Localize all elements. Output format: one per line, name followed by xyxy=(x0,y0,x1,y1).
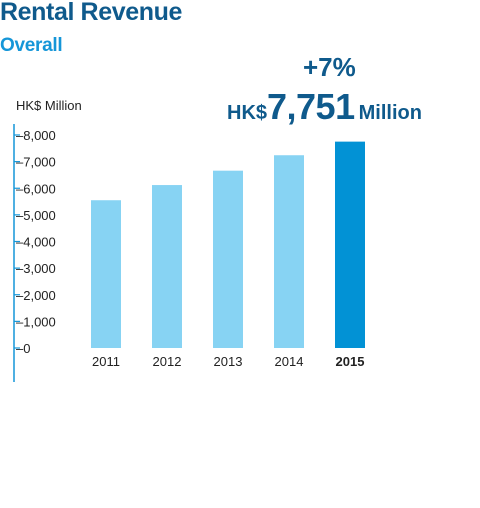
x-tick-label-2015: 2015 xyxy=(336,354,365,369)
total-unit: Million xyxy=(358,102,422,124)
x-axis-labels: 2011 2012 2013 2014 2015 xyxy=(92,354,364,369)
y-tick-label: –4,000 xyxy=(16,235,56,250)
x-tick-label-2013: 2013 xyxy=(214,354,243,369)
bar-2014 xyxy=(274,155,304,348)
x-tick-label-2014: 2014 xyxy=(275,354,304,369)
bar-2013 xyxy=(213,170,243,348)
y-tick-label: –0 xyxy=(16,341,30,356)
chart-title: Rental Revenue xyxy=(0,0,182,26)
bar-2012 xyxy=(152,185,182,348)
bar-2011 xyxy=(91,200,121,348)
y-tick-label: –2,000 xyxy=(16,288,56,303)
y-tick-label: –3,000 xyxy=(16,261,56,276)
total-currency: HK$ xyxy=(227,102,268,124)
y-tick-label: –5,000 xyxy=(16,208,56,223)
chart-subtitle: Overall xyxy=(0,35,63,56)
total-revenue-callout: HK$7,751 Million xyxy=(227,86,422,128)
x-tick-label-2011: 2011 xyxy=(92,354,120,369)
y-axis-label: HK$ Million xyxy=(16,98,82,113)
total-value: 7,751 xyxy=(267,86,355,127)
bars xyxy=(91,141,365,348)
growth-indicator: +7% xyxy=(303,52,356,82)
y-axis: –0 –1,000 –2,000 –3,000 –4,000 –5,000 –6,000 –7… xyxy=(13,124,56,382)
x-tick-label-2012: 2012 xyxy=(153,354,182,369)
bar-2015 xyxy=(335,141,365,348)
y-tick-label: –6,000 xyxy=(16,181,56,196)
y-tick-label: –7,000 xyxy=(16,155,56,170)
y-tick-label: –1,000 xyxy=(16,314,56,329)
y-tick-label: –8,000 xyxy=(16,128,56,143)
